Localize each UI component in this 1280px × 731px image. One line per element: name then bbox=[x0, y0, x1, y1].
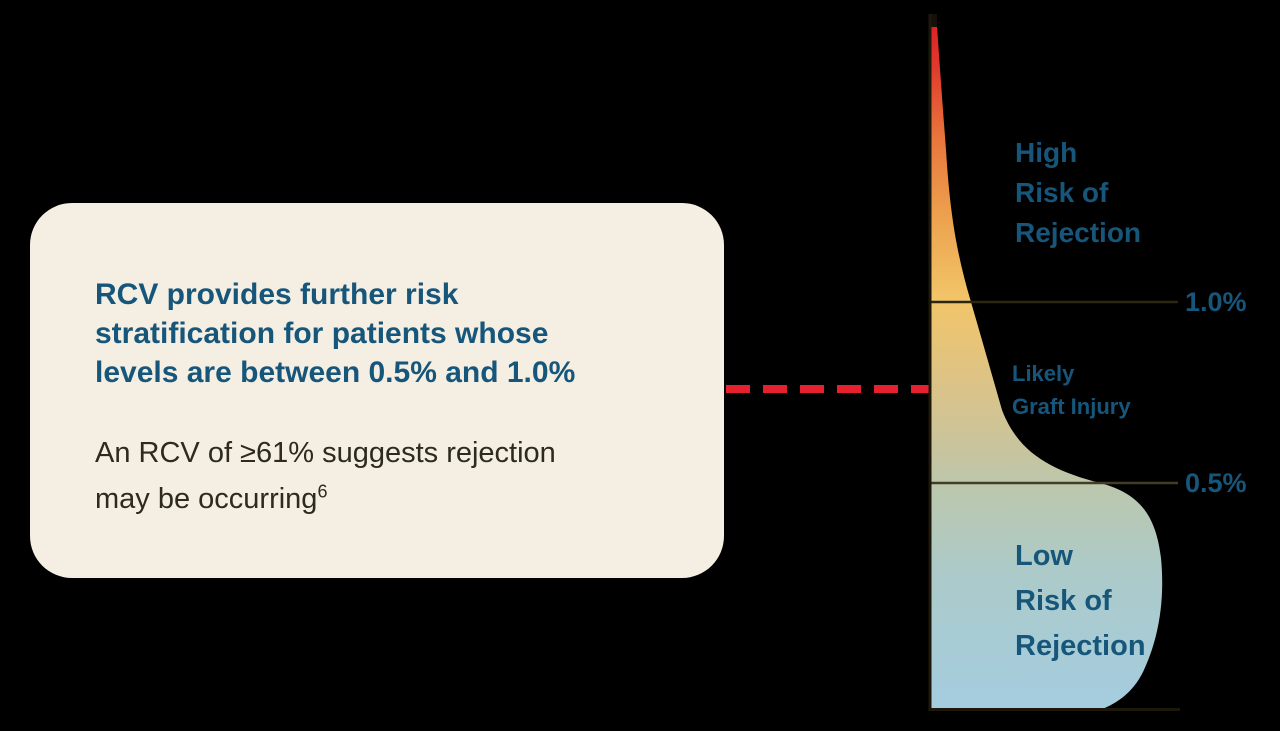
low-risk-zone-label: Low Risk of Rejection bbox=[1015, 540, 1146, 662]
high-risk-zone-label: High Risk of Rejection bbox=[1015, 137, 1142, 248]
footnote-reference: 6 bbox=[317, 481, 328, 502]
callout-body-line: may be occurring6 bbox=[95, 481, 328, 515]
callout-title: RCV provides further risk stratification… bbox=[95, 275, 664, 392]
y-axis-and-baseline bbox=[928, 14, 1180, 711]
callout-body-line: An RCV of ≥61% suggests rejection bbox=[95, 437, 556, 469]
threshold-label-0-5-percent: 0.5% bbox=[1185, 468, 1247, 498]
curve-tip-cap bbox=[930, 14, 937, 27]
callout-title-line: levels are between 0.5% and 1.0% bbox=[95, 356, 576, 389]
callout-box: RCV provides further risk stratification… bbox=[30, 203, 724, 578]
risk-distribution-curve bbox=[931, 26, 1163, 710]
likely-graft-injury-zone-label: Likely Graft Injury bbox=[1012, 361, 1131, 419]
threshold-label-1-0-percent: 1.0% bbox=[1185, 287, 1247, 317]
callout-body: An RCV of ≥61% suggests rejection may be… bbox=[95, 430, 664, 522]
callout-title-line: stratification for patients whose bbox=[95, 317, 549, 350]
risk-distribution-chart bbox=[928, 14, 1180, 711]
callout-title-line: RCV provides further risk bbox=[95, 278, 459, 311]
callout-connector-dashed-line bbox=[726, 385, 970, 393]
